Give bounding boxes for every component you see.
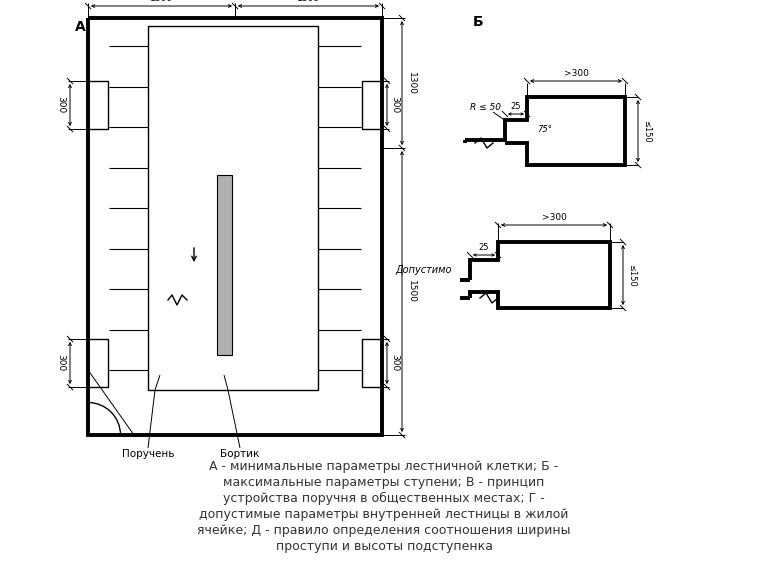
Text: 300: 300 [56, 354, 65, 372]
Text: Допустимо: Допустимо [395, 265, 452, 275]
Text: допустимые параметры внутренней лестницы в жилой: допустимые параметры внутренней лестницы… [200, 508, 568, 521]
Text: проступи и высоты подступенка: проступи и высоты подступенка [276, 540, 492, 553]
Text: 1300: 1300 [407, 71, 416, 94]
Text: ≤150: ≤150 [627, 264, 636, 286]
Text: Поручень: Поручень [122, 449, 174, 459]
Text: 300: 300 [56, 96, 65, 113]
Text: максимальные параметры ступени; В - принцип: максимальные параметры ступени; В - прин… [223, 476, 545, 489]
Text: устройства поручня в общественных местах; Г -: устройства поручня в общественных местах… [223, 492, 545, 505]
Text: 300: 300 [390, 96, 399, 113]
Text: R ≤ 50: R ≤ 50 [470, 104, 501, 112]
Text: 1500: 1500 [407, 280, 416, 303]
Text: А - минимальные параметры лестничной клетки; Б -: А - минимальные параметры лестничной кле… [210, 460, 558, 473]
Text: А: А [75, 20, 86, 34]
Text: 1300: 1300 [150, 0, 173, 3]
Text: 25: 25 [478, 243, 489, 252]
Text: 25: 25 [511, 102, 521, 111]
Text: Б: Б [473, 15, 484, 29]
Text: 1300: 1300 [297, 0, 320, 3]
Text: 75°: 75° [538, 126, 552, 135]
Text: >300: >300 [564, 69, 588, 78]
Text: ячейке; Д - правило определения соотношения ширины: ячейке; Д - правило определения соотноше… [197, 524, 571, 537]
Text: >300: >300 [541, 213, 567, 222]
Bar [217, 175, 232, 355]
Text: 300: 300 [390, 354, 399, 372]
Text: ≤150: ≤150 [642, 120, 651, 142]
Text: Бортик: Бортик [220, 449, 260, 459]
